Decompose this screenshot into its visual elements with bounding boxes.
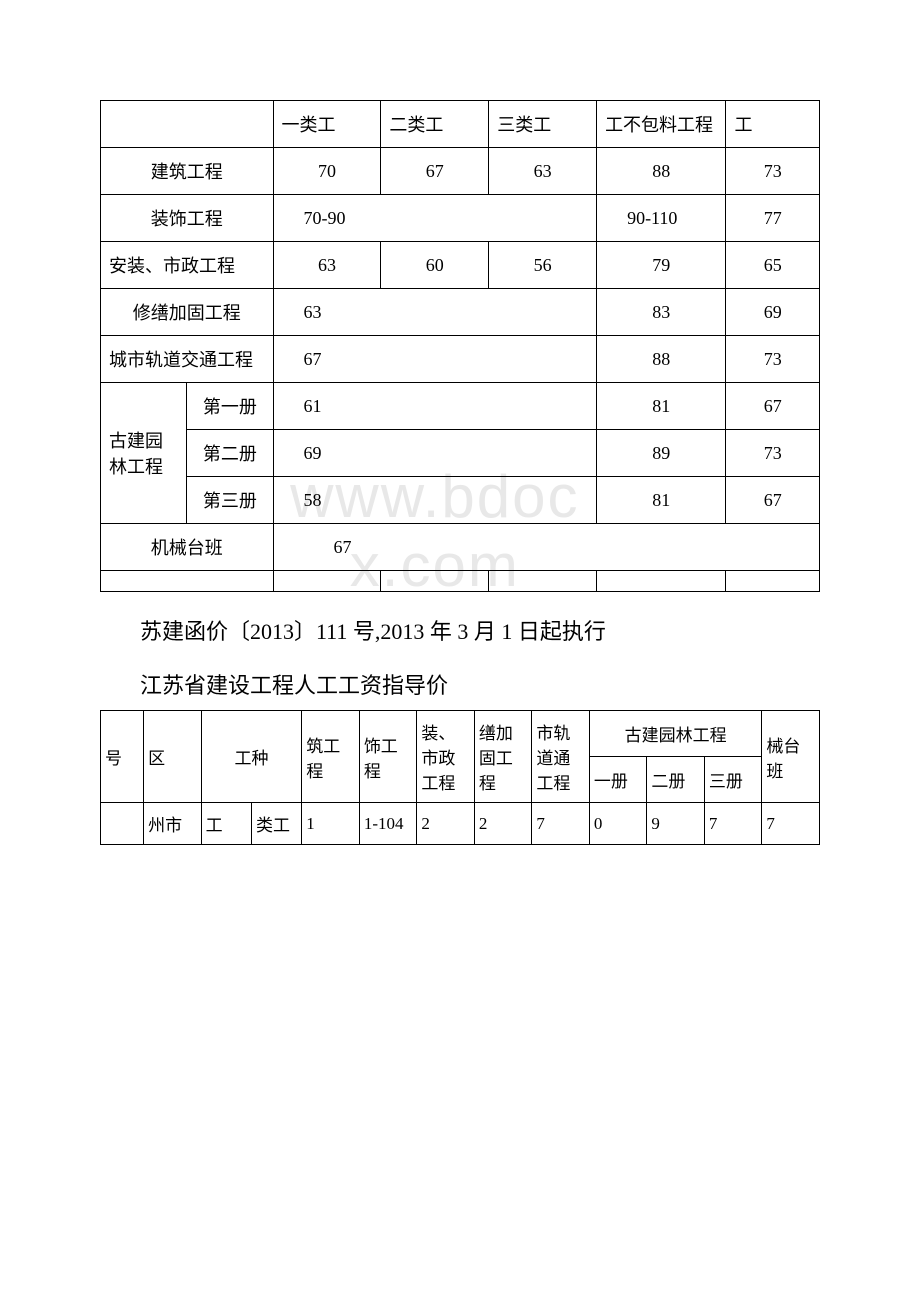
- header-cell: 市轨道通工程: [532, 711, 590, 803]
- row-label: 城市轨道交通工程: [101, 336, 274, 383]
- cell: 工: [201, 803, 251, 845]
- table-row: 第三册 58 www.bdocx.com 81 67: [101, 477, 820, 524]
- cell: 69: [726, 289, 820, 336]
- header-cell: 工不包料工程: [597, 101, 726, 148]
- cell: 61: [273, 383, 597, 430]
- header-cell: 三类工: [489, 101, 597, 148]
- cell: 7: [704, 803, 762, 845]
- cell: 60: [381, 242, 489, 289]
- header-cell: 筑工程: [302, 711, 360, 803]
- cell: 1: [302, 803, 360, 845]
- cell: 州市: [144, 803, 202, 845]
- table-2: 号 区 工种 筑工程 饰工程 装、市政工程 缮加固工程 市轨道通工程 古建园林工…: [100, 710, 820, 845]
- header-cell: 工: [726, 101, 820, 148]
- cell: 67: [273, 524, 819, 571]
- cell: 58: [304, 490, 322, 510]
- table-row: 一类工 二类工 三类工 工不包料工程 工: [101, 101, 820, 148]
- header-cell: 区: [144, 711, 202, 803]
- header-cell: 一类工: [273, 101, 381, 148]
- cell: 67: [726, 477, 820, 524]
- cell: 7: [762, 803, 820, 845]
- cell: 63: [489, 148, 597, 195]
- header-cell: 二册: [647, 757, 705, 803]
- row-label: 机械台班: [101, 524, 274, 571]
- cell: 9: [647, 803, 705, 845]
- table-1: 一类工 二类工 三类工 工不包料工程 工 建筑工程 70 67 63 88 73…: [100, 100, 820, 592]
- row-label: 第一册: [187, 383, 273, 430]
- header-cell: 缮加固工程: [474, 711, 532, 803]
- table-row: 建筑工程 70 67 63 88 73: [101, 148, 820, 195]
- cell: 89: [597, 430, 726, 477]
- paragraph-2: 江苏省建设工程人工工资指导价: [140, 668, 820, 700]
- header-cell: 古建园林工程: [589, 711, 762, 757]
- cell: 81: [597, 477, 726, 524]
- table-row: 装饰工程 70-90 90-110 77: [101, 195, 820, 242]
- cell: 67: [381, 148, 489, 195]
- cell: 63: [273, 242, 381, 289]
- table-row: 城市轨道交通工程 67 88 73: [101, 336, 820, 383]
- table-row: 第二册 69 89 73: [101, 430, 820, 477]
- table-row: 州市 工 类工 1 1-104 2 2 7 0 9 7 7: [101, 803, 820, 845]
- cell: 73: [726, 430, 820, 477]
- row-label: 装饰工程: [101, 195, 274, 242]
- header-cell: 械台班: [762, 711, 820, 803]
- cell: 67: [273, 336, 597, 383]
- cell: 73: [726, 336, 820, 383]
- table-row: 号 区 工种 筑工程 饰工程 装、市政工程 缮加固工程 市轨道通工程 古建园林工…: [101, 711, 820, 757]
- cell: 0: [589, 803, 647, 845]
- row-label: 修缮加固工程: [101, 289, 274, 336]
- row-label: 建筑工程: [101, 148, 274, 195]
- cell: 73: [726, 148, 820, 195]
- table-row: 安装、市政工程 63 60 56 79 65: [101, 242, 820, 289]
- header-cell: 三册: [704, 757, 762, 803]
- header-cell: 号: [101, 711, 144, 803]
- table-row: 机械台班 67: [101, 524, 820, 571]
- cell: 7: [532, 803, 590, 845]
- cell: 77: [726, 195, 820, 242]
- cell: 2: [474, 803, 532, 845]
- cell: 70: [273, 148, 381, 195]
- cell: 88: [597, 336, 726, 383]
- cell: 81: [597, 383, 726, 430]
- row-label: 第二册: [187, 430, 273, 477]
- paragraph-1: 苏建函价〔2013〕111 号,2013 年 3 月 1 日起执行: [140, 614, 820, 646]
- cell: 83: [597, 289, 726, 336]
- header-cell: 二类工: [381, 101, 489, 148]
- table-row: [101, 571, 820, 592]
- header-cell: 饰工程: [359, 711, 417, 803]
- cell: 类工: [251, 803, 301, 845]
- cell: 79: [597, 242, 726, 289]
- cell: 69: [273, 430, 597, 477]
- table-row: 古建园林工程 第一册 61 81 67: [101, 383, 820, 430]
- cell: 56: [489, 242, 597, 289]
- header-cell: 装、市政工程: [417, 711, 475, 803]
- cell: 63: [273, 289, 597, 336]
- cell: 2: [417, 803, 475, 845]
- cell: 65: [726, 242, 820, 289]
- row-group-label: 古建园林工程: [101, 383, 187, 524]
- cell: 88: [597, 148, 726, 195]
- header-cell: 工种: [201, 711, 302, 803]
- cell: 90-110: [597, 195, 726, 242]
- cell: 67: [726, 383, 820, 430]
- row-label: 安装、市政工程: [101, 242, 274, 289]
- table-row: 修缮加固工程 63 83 69: [101, 289, 820, 336]
- cell: 1-104: [359, 803, 417, 845]
- row-label: 第三册: [187, 477, 273, 524]
- header-cell: 一册: [589, 757, 647, 803]
- cell: 70-90: [273, 195, 597, 242]
